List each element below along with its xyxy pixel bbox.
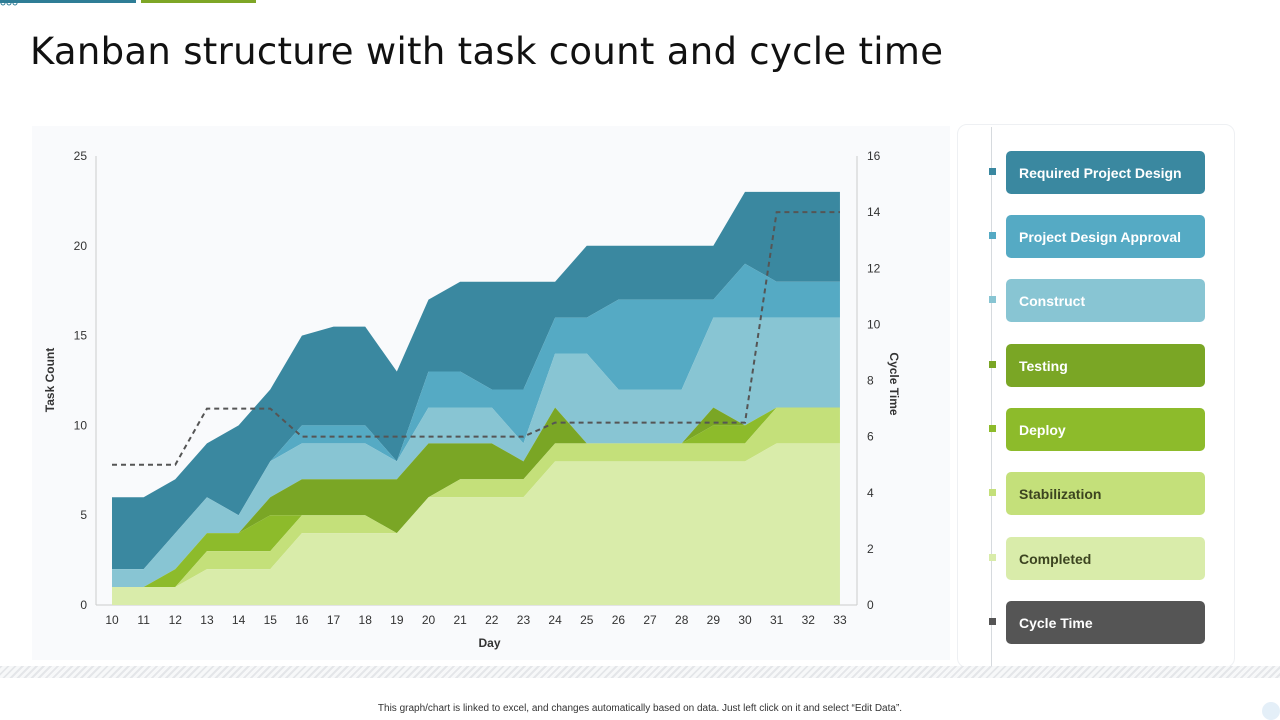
y2-tick-label: 8: [867, 374, 874, 388]
legend-item[interactable]: Testing: [958, 344, 1234, 387]
y2-axis-title: Cycle Time: [887, 352, 901, 415]
legend-button[interactable]: Deploy: [1006, 408, 1205, 451]
legend-button[interactable]: Required Project Design: [1006, 151, 1205, 194]
legend-item[interactable]: Construct: [958, 279, 1234, 322]
legend-button[interactable]: Cycle Time: [1006, 601, 1205, 644]
y-tick-label: 25: [74, 149, 88, 163]
header-dots-icon: [0, 0, 18, 6]
legend-connector-line: [991, 127, 992, 667]
y2-tick-label: 6: [867, 430, 874, 444]
area-required-project-design: [112, 191, 840, 570]
y-tick-label: 15: [74, 329, 88, 343]
x-tick-label: 14: [232, 613, 246, 627]
legend-marker-icon: [989, 425, 996, 432]
x-axis-title: Day: [478, 636, 500, 650]
x-tick-label: 26: [612, 613, 626, 627]
x-tick-label: 10: [105, 613, 119, 627]
x-tick-label: 18: [359, 613, 373, 627]
legend-button[interactable]: Construct: [1006, 279, 1205, 322]
legend-marker-icon: [989, 618, 996, 625]
legend-button[interactable]: Stabilization: [1006, 472, 1205, 515]
area-stabilization: [112, 407, 840, 588]
x-tick-label: 22: [485, 613, 499, 627]
legend-item[interactable]: Required Project Design: [958, 151, 1234, 194]
legend-marker-icon: [989, 361, 996, 368]
footer-stripe: [0, 666, 1280, 678]
x-tick-label: 30: [738, 613, 752, 627]
chart-panel: 0 5 10 15 20 25 0 2 4 6 8 10 12 14 16 10 11 12 13 14 15 16 17 1…: [32, 126, 950, 660]
x-tick-label: 29: [707, 613, 721, 627]
y-tick-label: 20: [74, 239, 88, 253]
y-tick-label: 0: [80, 598, 87, 612]
cycle-time-line: [112, 211, 840, 466]
legend-button[interactable]: Project Design Approval: [1006, 215, 1205, 258]
legend-item[interactable]: Project Design Approval: [958, 215, 1234, 258]
x-tick-label: 33: [833, 613, 847, 627]
x-tick-label: 16: [295, 613, 309, 627]
x-tick-label: 11: [137, 613, 150, 627]
legend-marker-icon: [989, 489, 996, 496]
corner-circle-icon: [1262, 702, 1280, 720]
x-tick-label: 27: [643, 613, 657, 627]
legend-marker-icon: [989, 168, 996, 175]
area-completed: [112, 443, 840, 605]
x-tick-label: 23: [517, 613, 531, 627]
header-accent-bar-blue: [0, 0, 136, 3]
legend-item[interactable]: Deploy: [958, 408, 1234, 451]
area-construct: [112, 317, 840, 588]
y2-tick-label: 12: [867, 261, 881, 275]
x-tick-label: 15: [264, 613, 278, 627]
x-tick-label: 32: [802, 613, 816, 627]
y2-tick-label: 14: [867, 205, 881, 219]
x-tick-label: 20: [422, 613, 436, 627]
x-tick-label: 25: [580, 613, 594, 627]
x-tick-label: 19: [390, 613, 404, 627]
legend-marker-icon: [989, 232, 996, 239]
x-tick-label: 17: [327, 613, 341, 627]
area-testing: [112, 407, 840, 588]
x-tick-label: 12: [169, 613, 183, 627]
legend-marker-icon: [989, 554, 996, 561]
legend-panel: Required Project Design Project Design Ap…: [957, 124, 1235, 668]
legend-item[interactable]: Completed: [958, 537, 1234, 580]
y2-tick-label: 16: [867, 149, 881, 163]
y2-tick-label: 0: [867, 598, 874, 612]
legend-marker-icon: [989, 296, 996, 303]
y-tick-label: 5: [80, 508, 87, 522]
page-title: Kanban structure with task count and cyc…: [30, 30, 944, 73]
legend-button[interactable]: Completed: [1006, 537, 1205, 580]
legend-item[interactable]: Cycle Time: [958, 601, 1234, 644]
y2-tick-label: 10: [867, 317, 881, 331]
y2-tick-label: 2: [867, 542, 874, 556]
y2-tick-label: 4: [867, 486, 874, 500]
x-tick-label: 31: [770, 613, 784, 627]
area-project-design-approval: [112, 263, 840, 570]
y-tick-label: 10: [74, 418, 88, 432]
footnote: This graph/chart is linked to excel, and…: [377, 703, 903, 714]
x-tick-label: 21: [453, 613, 467, 627]
x-tick-label: 28: [675, 613, 689, 627]
x-tick-label: 24: [548, 613, 562, 627]
area-deploy: [112, 407, 840, 588]
x-tick-label: 13: [200, 613, 214, 627]
legend-item[interactable]: Stabilization: [958, 472, 1234, 515]
header-accent-bar-green: [141, 0, 256, 3]
legend-button[interactable]: Testing: [1006, 344, 1205, 387]
y-axis-title: Task Count: [43, 348, 57, 412]
